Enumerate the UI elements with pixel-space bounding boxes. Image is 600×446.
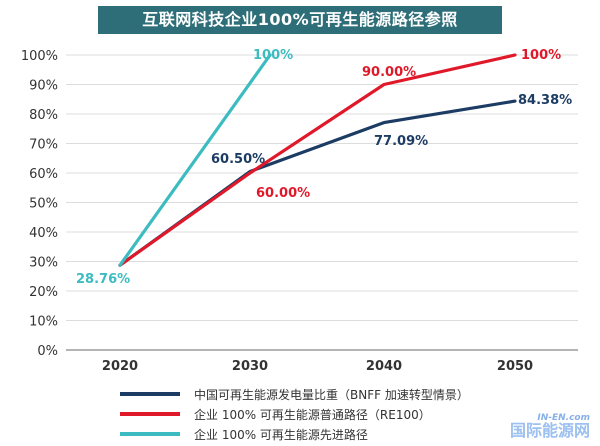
watermark: IN-EN.com 国际能源网 (480, 412, 590, 441)
x-tick-label: 2020 (102, 359, 138, 374)
x-tick-label: 2050 (497, 359, 533, 374)
x-tick-label: 2040 (366, 359, 402, 374)
legend-item-re100: 企业 100% 可再生能源普通路径（RE100） (120, 404, 540, 424)
data-label: 100% (253, 48, 293, 63)
gridlines (66, 54, 578, 351)
watermark-brand: 国际能源网 (509, 421, 590, 441)
y-tick-label: 80% (29, 108, 58, 123)
legend-item-advanced: 企业 100% 可再生能源先进路径 (120, 424, 540, 444)
legend: 中国可再生能源发电量比重（BNFF 加速转型情景） 企业 100% 可再生能源普… (120, 384, 540, 444)
data-label: 84.38% (518, 93, 572, 108)
data-label: 77.09% (374, 134, 428, 149)
x-tick-label: 2030 (232, 359, 268, 374)
line-advanced (118, 53, 272, 267)
legend-item-china: 中国可再生能源发电量比重（BNFF 加速转型情景） (120, 384, 540, 404)
y-tick-label: 60% (29, 167, 58, 182)
data-label: 60.50% (211, 152, 265, 167)
legend-label-advanced: 企业 100% 可再生能源先进路径 (194, 427, 368, 442)
y-tick-label: 20% (29, 285, 58, 300)
legend-swatch-china (120, 392, 180, 396)
y-tick-label: 0% (37, 344, 58, 359)
legend-label-re100: 企业 100% 可再生能源普通路径（RE100） (194, 407, 431, 422)
y-tick-label: 40% (29, 226, 58, 241)
y-tick-label: 100% (21, 49, 58, 64)
line-re100 (118, 53, 517, 267)
chart-title: 互联网科技企业100%可再生能源路径参照 (98, 6, 502, 34)
y-axis-ticks: 0% 10% 20% 30% 40% 50% 60% 70% 80% 90% 100% (21, 49, 58, 359)
legend-swatch-advanced (120, 432, 180, 436)
data-label: 100% (521, 48, 561, 63)
data-label: 60.00% (256, 186, 310, 201)
x-axis-ticks: 2020 2030 2040 2050 (102, 359, 533, 374)
data-label: 90.00% (362, 65, 416, 80)
y-tick-label: 90% (29, 79, 58, 94)
data-labels: 60.50% 77.09% 84.38% 60.00% 90.00% 100% 28.76%… (76, 48, 572, 287)
series-lines (118, 53, 517, 267)
data-label: 28.76% (76, 272, 130, 287)
watermark-url: IN-EN.com (537, 412, 590, 423)
y-tick-label: 50% (29, 197, 58, 212)
legend-label-china: 中国可再生能源发电量比重（BNFF 加速转型情景） (194, 387, 469, 402)
y-tick-label: 30% (29, 256, 58, 271)
legend-swatch-re100 (120, 412, 180, 416)
y-tick-label: 10% (29, 315, 58, 330)
y-tick-label: 70% (29, 138, 58, 153)
